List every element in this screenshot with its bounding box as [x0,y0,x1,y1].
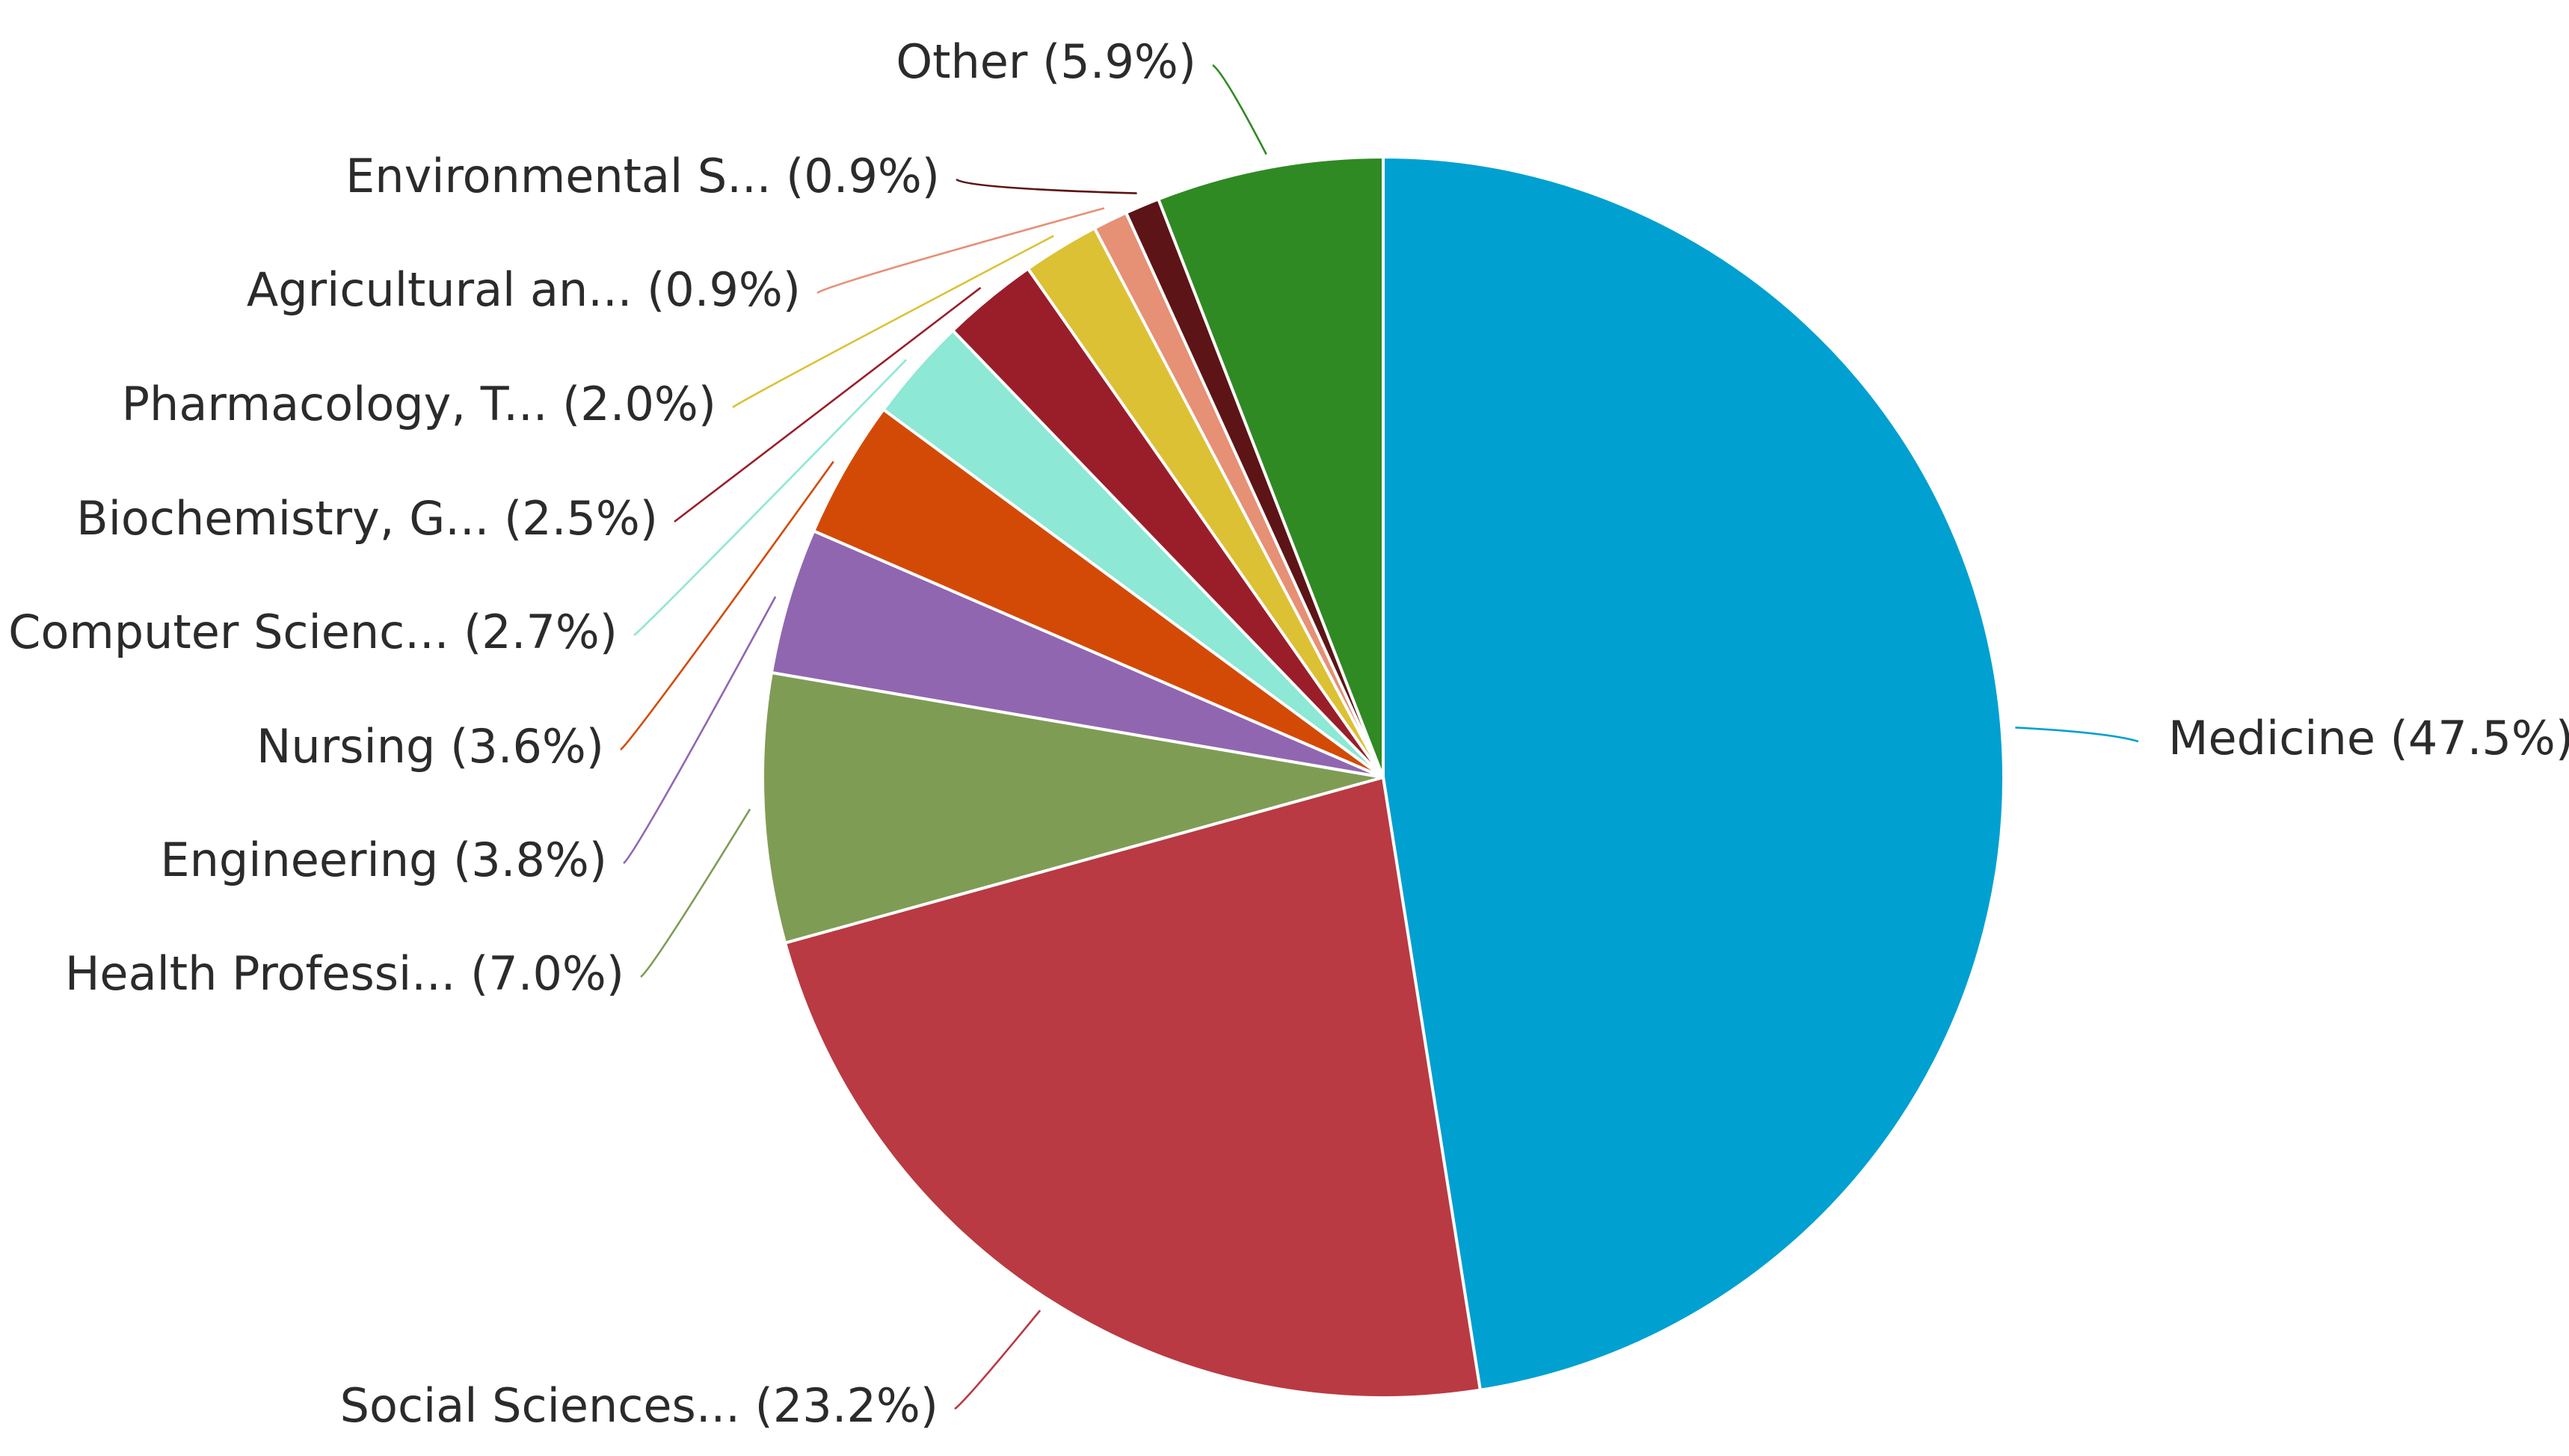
pie-slice-social-sciences [784,776,1482,1399]
leader-line-other [1212,64,1267,155]
pie-slice-health-professi [761,670,1385,945]
leader-line-engineering [623,596,777,865]
slice-labels: Medicine (47.5%) Social Sciences... (23.2… [8,34,2569,1433]
pie-slices [761,155,2005,1399]
leader-line-health-professi [640,808,751,978]
leader-line-agricultural-an [816,207,1105,294]
slice-label-agricultural-an: Agricultural an... (0.9%) [247,262,801,317]
pie-slice-engineering [769,529,1385,779]
slice-label-social-sciences: Social Sciences... (23.2%) [340,1378,938,1433]
slice-label-computer-scienc: Computer Scienc... (2.7%) [8,605,618,659]
slice-label-health-professi: Health Professi... (7.0%) [65,946,624,1001]
slice-label-biochemistry-g: Biochemistry, G... (2.5%) [76,491,658,546]
leader-lines [620,64,2139,1410]
slice-label-pharmacology-t: Pharmacology, T... (2.0%) [122,377,716,431]
pie-slice-medicine [1382,155,2005,1392]
leader-line-pharmacology-t [732,235,1054,409]
slice-label-nursing: Nursing (3.6%) [256,719,604,774]
leader-line-medicine [2015,727,2139,743]
leader-line-social-sciences [954,1310,1042,1410]
leader-line-computer-scienc [633,359,908,637]
leader-line-nursing [620,460,834,751]
slice-label-environmental-s: Environmental S... (0.9%) [345,149,940,203]
slice-label-medicine: Medicine (47.5%) [2168,711,2569,765]
leader-line-environmental-s [956,178,1137,194]
slice-label-engineering: Engineering (3.8%) [160,833,607,887]
slice-label-other: Other (5.9%) [896,34,1196,89]
leader-line-biochemistry-g [674,286,982,523]
pie-slice-other [1157,155,1385,779]
